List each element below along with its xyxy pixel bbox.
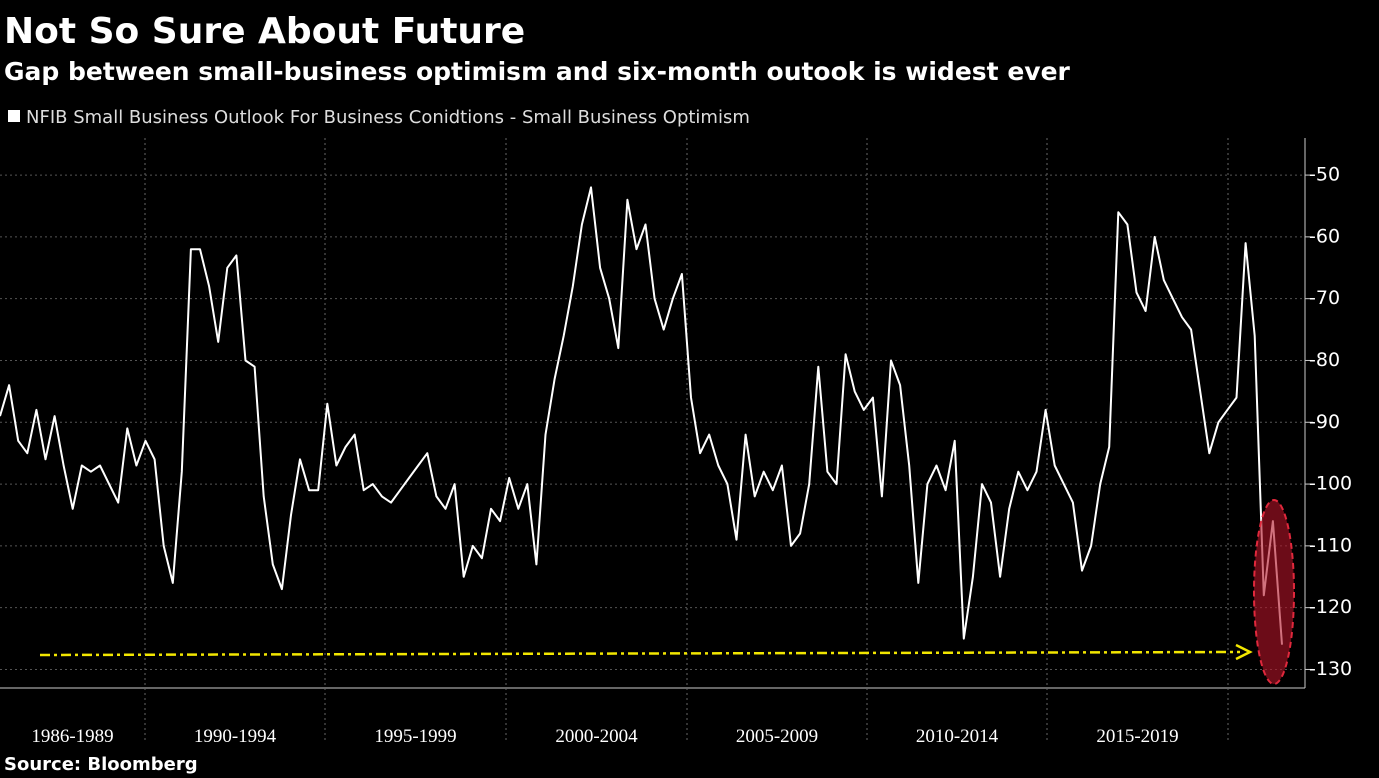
- x-tick-label: 2005-2009: [736, 726, 818, 747]
- legend-swatch: [8, 110, 20, 122]
- series-line: [0, 186, 1283, 645]
- chart-title: Not So Sure About Future: [4, 11, 525, 52]
- x-tick-label: 2000-2004: [555, 726, 638, 747]
- legend-label: NFIB Small Business Outlook For Business…: [26, 107, 750, 128]
- x-tick-label: 1990-1994: [194, 726, 277, 747]
- y-tick-label: -120: [1309, 596, 1352, 618]
- y-tick-label: -130: [1309, 658, 1352, 680]
- y-tick-label: -80: [1309, 349, 1340, 371]
- y-tick-label: -50: [1309, 164, 1340, 186]
- y-tick-label: -70: [1309, 287, 1340, 309]
- y-tick-label: -90: [1309, 411, 1340, 433]
- highlight-ellipse: [1253, 499, 1295, 685]
- x-tick-label: 2015-2019: [1096, 726, 1178, 747]
- annotation-arrow: [39, 650, 1241, 657]
- y-tick-label: -60: [1309, 225, 1340, 247]
- source: Source: Bloomberg: [4, 754, 198, 775]
- chart-subtitle: Gap between small-business optimism and …: [4, 57, 1071, 86]
- x-tick-label: 2010-2014: [916, 726, 999, 747]
- x-tick-label: 1995-1999: [374, 726, 456, 747]
- y-tick-label: -100: [1309, 473, 1352, 495]
- y-tick-label: -110: [1309, 534, 1352, 556]
- x-tick-label: 1986-1989: [31, 726, 113, 747]
- arrow-head: [1235, 643, 1253, 661]
